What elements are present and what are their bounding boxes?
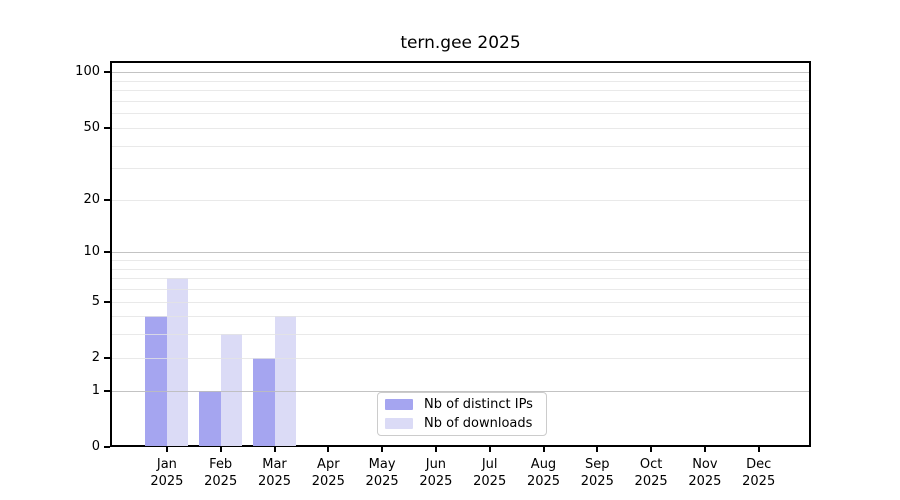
x-tick-jun xyxy=(434,447,437,452)
x-tick-jul xyxy=(488,447,491,452)
x-tick-year: 2025 xyxy=(150,474,184,489)
x-tick-year: 2025 xyxy=(204,474,238,489)
gridline-40 xyxy=(112,145,809,147)
chart-title: tern.gee 2025 xyxy=(400,33,521,53)
gridline-80 xyxy=(112,90,809,92)
x-tick-month: Aug xyxy=(530,457,557,472)
x-tick-month: Apr xyxy=(317,457,340,472)
x-tick-year: 2025 xyxy=(419,474,453,489)
x-tick-label-jun: Jun 2025 xyxy=(401,456,471,490)
gridline-20 xyxy=(112,199,809,201)
x-tick-label-jul: Jul 2025 xyxy=(455,456,525,490)
x-tick-year: 2025 xyxy=(580,474,614,489)
bar-downloads-feb xyxy=(220,334,243,446)
y-tick-label-5: 5 xyxy=(91,293,100,309)
x-tick-year: 2025 xyxy=(634,474,668,489)
x-tick-month: Mar xyxy=(262,457,287,472)
x-tick-nov xyxy=(703,447,706,452)
x-tick-month: Jul xyxy=(481,457,498,472)
x-tick-dec xyxy=(757,447,760,452)
x-tick-month: Dec xyxy=(746,457,772,472)
y-tick-2 xyxy=(104,356,110,359)
x-tick-feb xyxy=(219,447,222,452)
bar-downloads-mar xyxy=(274,316,296,446)
x-tick-year: 2025 xyxy=(257,474,292,489)
x-tick-label-may: May 2025 xyxy=(347,456,417,490)
y-tick-label-20: 20 xyxy=(83,191,100,207)
y-tick-label-2: 2 xyxy=(91,349,100,365)
gridline-9 xyxy=(112,260,809,261)
x-tick-label-apr: Apr 2025 xyxy=(293,456,363,490)
legend-swatch-downloads xyxy=(385,418,413,429)
legend-label-downloads: Nb of downloads xyxy=(424,415,533,431)
x-tick-month: Jun xyxy=(425,457,447,472)
legend-swatch-distinct-ips xyxy=(385,399,413,410)
x-tick-year: 2025 xyxy=(688,474,722,489)
x-tick-label-aug: Aug 2025 xyxy=(509,456,579,490)
x-tick-year: 2025 xyxy=(526,474,561,489)
x-tick-year: 2025 xyxy=(742,474,776,489)
x-tick-label-nov: Nov 2025 xyxy=(670,456,740,490)
bar-ips-jan xyxy=(145,316,167,446)
gridline-30 xyxy=(112,168,809,170)
x-tick-label-mar: Mar 2025 xyxy=(240,456,310,490)
gridline-3 xyxy=(112,334,809,336)
x-tick-label-feb: Feb 2025 xyxy=(186,456,256,490)
gridline-50 xyxy=(112,127,809,129)
x-tick-label-sep: Sep 2025 xyxy=(562,456,632,490)
y-tick-0 xyxy=(104,446,110,448)
bar-ips-feb xyxy=(199,390,221,446)
bar-ips-mar xyxy=(253,357,275,446)
x-tick-year: 2025 xyxy=(311,474,345,489)
gridline-60 xyxy=(112,113,809,115)
x-tick-label-oct: Oct 2025 xyxy=(616,456,686,490)
y-tick-1 xyxy=(104,389,110,392)
y-tick-label-1: 1 xyxy=(91,382,100,398)
y-tick-label-50: 50 xyxy=(83,119,100,135)
y-tick-label-0: 0 xyxy=(91,439,100,454)
gridline-8 xyxy=(112,268,809,270)
y-tick-10 xyxy=(104,251,110,254)
legend-row-distinct-ips: Nb of distinct IPs xyxy=(385,397,538,413)
legend-box: Nb of distinct IPs Nb of downloads xyxy=(377,392,547,436)
x-tick-mar xyxy=(273,447,276,452)
legend-label-distinct-ips: Nb of distinct IPs xyxy=(424,396,533,412)
x-tick-apr xyxy=(327,447,330,452)
x-tick-oct xyxy=(650,447,653,452)
x-tick-month: May xyxy=(368,457,396,472)
gridline-100 xyxy=(112,72,809,74)
x-tick-label-jan: Jan 2025 xyxy=(132,456,202,490)
gridline-5 xyxy=(112,301,809,303)
x-tick-year: 2025 xyxy=(365,474,399,489)
y-tick-50 xyxy=(104,126,110,129)
x-tick-year: 2025 xyxy=(473,474,507,489)
gridline-70 xyxy=(112,100,809,102)
x-tick-month: Feb xyxy=(209,457,233,472)
gridline-6 xyxy=(112,289,809,290)
x-tick-month: Oct xyxy=(639,457,663,472)
gridline-90 xyxy=(112,80,809,82)
x-tick-month: Sep xyxy=(585,457,610,472)
y-tick-5 xyxy=(104,300,110,303)
y-tick-label-10: 10 xyxy=(83,244,100,260)
plot-area xyxy=(110,61,811,447)
x-tick-sep xyxy=(596,447,599,452)
legend-row-downloads: Nb of downloads xyxy=(385,416,538,432)
y-tick-100 xyxy=(104,71,110,74)
gridline-1 xyxy=(112,390,809,392)
x-tick-jan xyxy=(165,447,168,452)
x-tick-label-dec: Dec 2025 xyxy=(724,456,794,490)
y-tick-20 xyxy=(104,198,110,201)
bar-downloads-jan xyxy=(166,278,189,446)
gridline-7 xyxy=(112,278,809,280)
x-tick-may xyxy=(381,447,384,452)
y-tick-label-100: 100 xyxy=(75,64,100,80)
x-tick-month: Nov xyxy=(692,457,718,472)
gridline-10 xyxy=(112,252,809,254)
gridline-4 xyxy=(112,316,809,318)
x-tick-aug xyxy=(542,447,545,452)
gridline-2 xyxy=(112,357,809,359)
x-tick-month: Jan xyxy=(156,457,177,472)
